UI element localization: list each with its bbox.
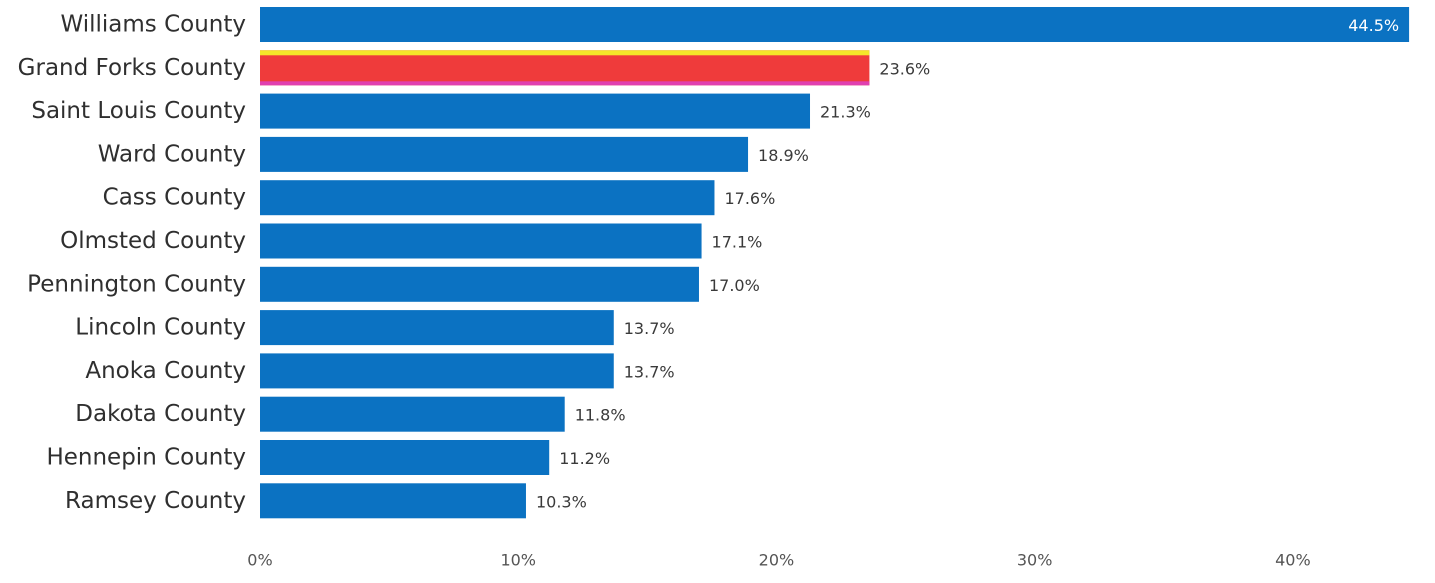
category-label: Hennepin County — [46, 445, 246, 471]
data-label: 17.6% — [724, 189, 775, 208]
data-label: 23.6% — [879, 59, 930, 78]
bar-bottom-edge — [260, 81, 870, 86]
category-label: Grand Forks County — [18, 55, 246, 81]
bar — [260, 483, 526, 519]
data-label: 13.7% — [624, 319, 675, 338]
x-tick-label: 40% — [1275, 551, 1311, 570]
x-tick-label: 30% — [1017, 551, 1053, 570]
category-label: Ward County — [98, 141, 246, 167]
x-tick-label: 10% — [500, 551, 536, 570]
x-tick-label: 20% — [759, 551, 795, 570]
bar — [260, 223, 702, 259]
highlighted-bar — [260, 50, 870, 86]
category-label: Cass County — [103, 185, 246, 211]
category-label: Olmsted County — [60, 228, 246, 254]
data-label: 10.3% — [536, 492, 587, 511]
category-label: Dakota County — [75, 401, 246, 427]
data-label: 11.8% — [575, 406, 626, 425]
bar-fill — [260, 50, 870, 86]
category-label: Anoka County — [85, 358, 246, 384]
bar — [260, 136, 749, 172]
category-label: Lincoln County — [75, 315, 246, 341]
category-label: Pennington County — [27, 271, 246, 297]
bar — [260, 93, 811, 129]
category-label: Saint Louis County — [31, 98, 246, 124]
bar — [260, 310, 614, 346]
bar — [260, 266, 699, 302]
data-label: 17.1% — [712, 233, 763, 252]
data-label: 11.2% — [559, 449, 610, 468]
category-label: Ramsey County — [65, 488, 246, 514]
bar-top-edge — [260, 50, 870, 56]
bar — [260, 396, 565, 432]
data-label: 21.3% — [820, 103, 871, 122]
bar — [260, 180, 715, 216]
bar — [260, 353, 614, 389]
x-tick-label: 0% — [247, 551, 272, 570]
category-label: Williams County — [60, 12, 246, 38]
data-label: 13.7% — [624, 362, 675, 381]
bar — [260, 7, 1410, 42]
bar — [260, 440, 550, 475]
data-label: 18.9% — [758, 146, 809, 165]
data-label: 17.0% — [709, 276, 760, 295]
data-label: 44.5% — [1348, 16, 1399, 35]
